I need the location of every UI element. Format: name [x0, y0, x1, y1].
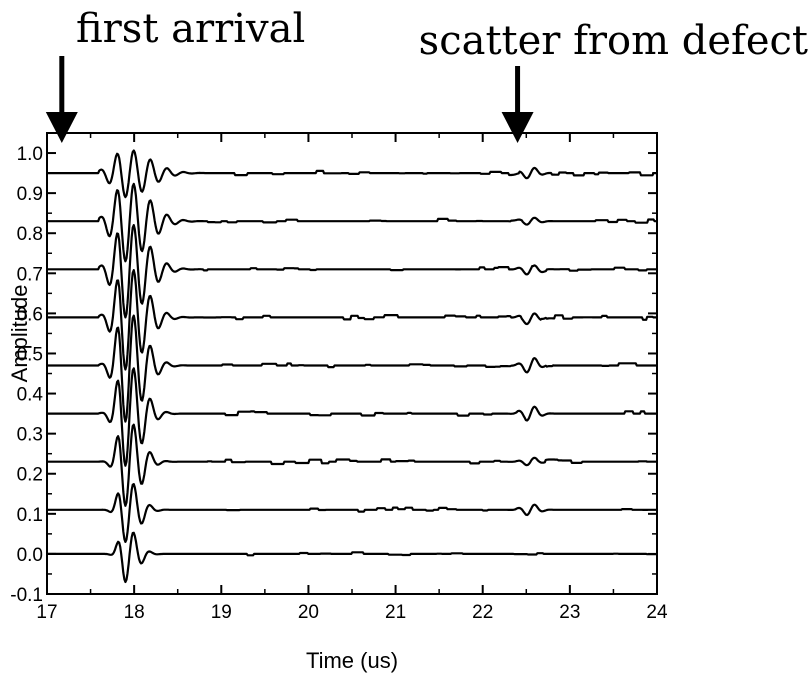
waveform-traces — [46, 149, 657, 584]
waveform-trace — [46, 423, 657, 507]
waveform-trace — [46, 149, 657, 199]
annotations: first arrival scatter from defect — [45, 6, 808, 143]
y-tick-label: -0.1 — [10, 585, 43, 606]
x-tick-label: 17 — [36, 602, 57, 623]
waveform-trace — [46, 314, 657, 423]
y-axis-label: Amplitude — [7, 285, 32, 383]
x-tick-label: 24 — [646, 602, 668, 623]
x-tick-label: 20 — [298, 602, 319, 623]
x-axis: 17 18 19 20 21 22 23 24 — [36, 133, 668, 623]
x-tick-label: 21 — [385, 602, 406, 623]
y-tick-label: 0.6 — [17, 304, 43, 325]
y-tick-label: 0.3 — [17, 425, 43, 446]
y-tick-label: 0.1 — [17, 505, 43, 526]
y-tick-label: 0.7 — [17, 264, 43, 285]
waveform-trace — [46, 269, 657, 371]
x-tick-label: 22 — [472, 602, 493, 623]
y-tick-label: 0.8 — [17, 224, 43, 245]
annotation-arrow-head — [501, 112, 534, 143]
y-tick-label: 0.4 — [17, 385, 44, 406]
annotation-arrow-head — [45, 112, 78, 143]
x-tick-label: 23 — [559, 602, 580, 623]
waveform-trace — [46, 224, 657, 319]
waveform-trace — [46, 182, 657, 263]
waveform-trace — [46, 531, 657, 584]
waveform-trace — [46, 367, 657, 467]
y-axis: -0.1 0.0 0.1 0.2 0.3 0.4 0.5 0.6 0.7 0.8 0.9 1.0 — [10, 144, 657, 606]
x-tick-label: 19 — [211, 602, 232, 623]
y-tick-label: 0.2 — [17, 465, 43, 486]
y-tick-label: 0.9 — [17, 184, 43, 205]
x-tick-label: 18 — [124, 602, 145, 623]
y-tick-label: 0.5 — [17, 344, 43, 365]
annotation-label: scatter from defect — [419, 18, 808, 64]
annotation-label: first arrival — [76, 6, 305, 52]
y-tick-label: 1.0 — [17, 144, 43, 165]
x-axis-label: Time (us) — [306, 648, 398, 673]
y-tick-label: 0.0 — [17, 545, 43, 566]
waveform-trace — [46, 483, 657, 544]
